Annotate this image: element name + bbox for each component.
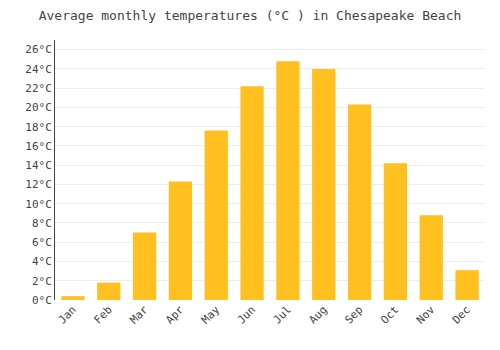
svg-text:Nov: Nov xyxy=(414,303,438,327)
svg-text:24°C: 24°C xyxy=(25,63,52,76)
svg-text:20°C: 20°C xyxy=(25,101,52,114)
svg-text:8°C: 8°C xyxy=(32,217,52,230)
svg-text:Sep: Sep xyxy=(342,303,365,326)
svg-text:Dec: Dec xyxy=(450,303,473,326)
svg-text:14°C: 14°C xyxy=(25,159,52,172)
svg-text:22°C: 22°C xyxy=(25,82,52,95)
svg-text:Mar: Mar xyxy=(127,303,151,327)
svg-text:26°C: 26°C xyxy=(25,43,52,56)
svg-text:16°C: 16°C xyxy=(25,140,52,153)
svg-text:0°C: 0°C xyxy=(32,294,52,307)
svg-text:Jun: Jun xyxy=(235,303,258,326)
svg-text:18°C: 18°C xyxy=(25,121,52,134)
svg-text:Oct: Oct xyxy=(378,303,401,326)
svg-text:4°C: 4°C xyxy=(32,255,52,268)
svg-text:Aug: Aug xyxy=(307,303,330,326)
svg-text:6°C: 6°C xyxy=(32,236,52,249)
svg-text:10°C: 10°C xyxy=(25,198,52,211)
svg-text:12°C: 12°C xyxy=(25,178,52,191)
svg-text:Jan: Jan xyxy=(56,303,79,326)
svg-text:Average monthly temperatures (: Average monthly temperatures (°C ) in Ch… xyxy=(39,8,462,23)
svg-text:Apr: Apr xyxy=(163,303,187,327)
svg-text:Jul: Jul xyxy=(271,303,294,326)
svg-text:May: May xyxy=(199,303,223,327)
svg-text:Feb: Feb xyxy=(92,303,115,326)
svg-text:2°C: 2°C xyxy=(32,275,52,288)
